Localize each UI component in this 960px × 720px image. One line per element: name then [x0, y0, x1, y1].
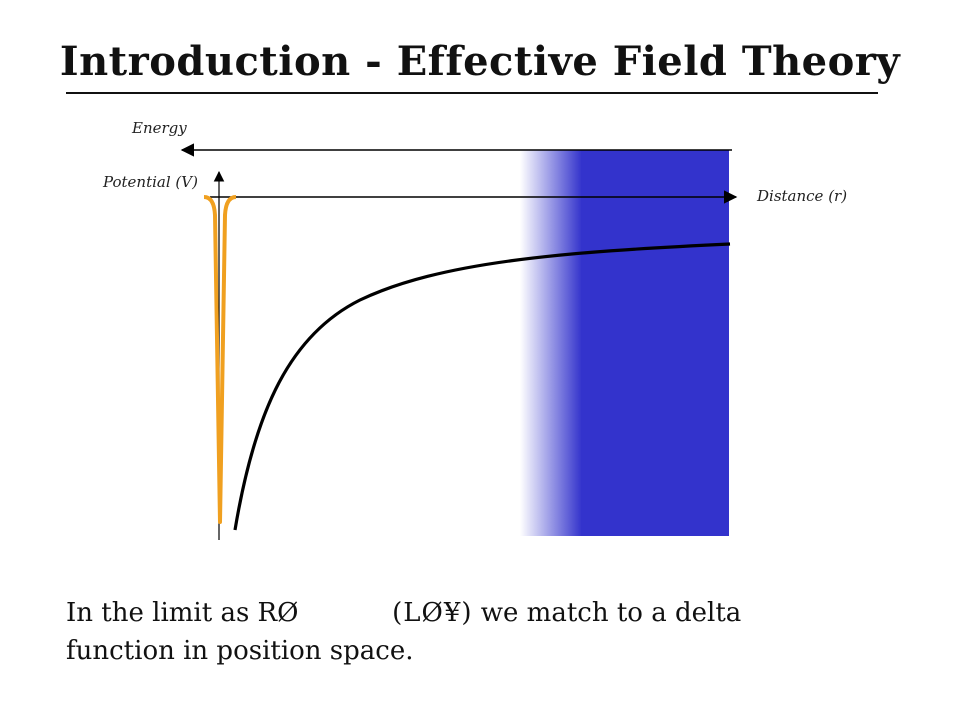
- caption: In the limit as RØ (LØ¥) we match to a d…: [66, 594, 886, 670]
- caption-text-end: we match to a delta: [472, 598, 742, 628]
- caption-line-2: function in position space.: [66, 636, 414, 666]
- caption-symbol-glyphs-2: (LØ¥): [392, 598, 473, 628]
- potential-label: Potential (V): [102, 173, 198, 191]
- delta-potential-curve: [203, 195, 237, 524]
- title-underline: [66, 92, 878, 94]
- coulomb-potential-curve: [233, 242, 731, 531]
- distance-label: Distance (r): [756, 187, 847, 205]
- caption-text-start: In the limit as R: [66, 598, 278, 628]
- slide-title: Introduction - Effective Field Theory: [59, 38, 901, 85]
- caption-symbol-glyphs-1: Ø: [277, 598, 393, 628]
- cutoff-fade-region: [520, 150, 582, 536]
- energy-label: Energy: [131, 119, 187, 137]
- cutoff-solid-region: [581, 150, 729, 536]
